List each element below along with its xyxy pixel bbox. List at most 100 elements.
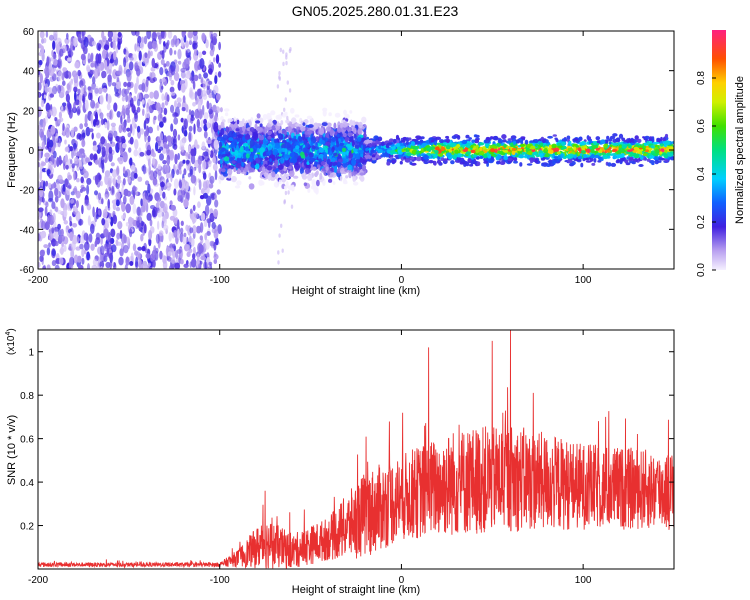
- heatmap-cell: [309, 117, 314, 125]
- heatmap-cell: [539, 153, 544, 159]
- heatmap-cell: [108, 69, 112, 75]
- heatmap-cell: [143, 35, 148, 45]
- heatmap-cell: [228, 165, 235, 170]
- heatmap-cell: [63, 220, 68, 225]
- heatmap-cell: [62, 80, 66, 86]
- heatmap-cell: [280, 120, 284, 125]
- heatmap-cell: [113, 50, 117, 61]
- heatmap-cell: [172, 111, 178, 118]
- heatmap-cell: [252, 131, 259, 138]
- heatmap-cell: [353, 133, 357, 139]
- heatmap-cell: [366, 136, 370, 140]
- heatmap-cell: [386, 149, 392, 154]
- heatmap-cell: [57, 223, 61, 230]
- heatmap-cell: [409, 157, 415, 160]
- heatmap-cell: [47, 198, 54, 203]
- heatmap-cell: [228, 118, 234, 122]
- heatmap-cell: [553, 147, 560, 152]
- heatmap-cell: [423, 154, 429, 160]
- heatmap-cell: [189, 208, 193, 214]
- heatmap-cell: [123, 81, 128, 87]
- heatmap-cell: [45, 31, 49, 38]
- heatmap-cell: [127, 132, 132, 138]
- heatmap-cell: [494, 148, 498, 153]
- heatmap-cell: [159, 132, 164, 142]
- heatmap-cell: [213, 139, 219, 150]
- heatmap-cell: [339, 142, 345, 147]
- heatmap-cell: [191, 258, 197, 268]
- heatmap-cell: [241, 160, 245, 167]
- heatmap-cell: [220, 175, 224, 179]
- heatmap-cell: [173, 178, 179, 189]
- heatmap-cell: [55, 132, 59, 142]
- heatmap-cell: [53, 150, 57, 159]
- heatmap-cell: [255, 144, 261, 149]
- heatmap-cell: [100, 245, 105, 256]
- heatmap-cell: [79, 243, 84, 250]
- heatmap-cell: [621, 144, 628, 149]
- heatmap-cell: [206, 139, 212, 144]
- heatmap-cell: [173, 230, 178, 238]
- heatmap-cell: [146, 149, 152, 156]
- heatmap-cell: [403, 156, 407, 160]
- heatmap-cell: [44, 77, 48, 84]
- heatmap-cell: [38, 221, 42, 229]
- heatmap-cell: [66, 225, 69, 230]
- heatmap-cell: [38, 162, 41, 168]
- heatmap-cell: [200, 188, 205, 195]
- heatmap-cell: [278, 233, 281, 238]
- colorbar-ticks: 0.00.20.40.60.8: [696, 71, 716, 277]
- heatmap-cell: [104, 243, 109, 249]
- heatmap-cell: [489, 145, 496, 149]
- heatmap-cell: [106, 66, 110, 75]
- heatmap-cell: [40, 99, 45, 108]
- heatmap-cell: [55, 43, 61, 54]
- heatmap-cell: [199, 235, 203, 241]
- heatmap-cell: [174, 63, 180, 74]
- heatmap-cell: [334, 166, 338, 173]
- heatmap-cell: [200, 212, 206, 221]
- heatmap-cell: [149, 219, 153, 227]
- heatmap-cell: [346, 126, 353, 132]
- heatmap-cell: [352, 120, 356, 127]
- heatmap-cell: [151, 208, 156, 218]
- heatmap-cell: [172, 138, 176, 144]
- heatmap-cell: [126, 127, 131, 132]
- heatmap-cell: [479, 146, 483, 151]
- heatmap-cell: [267, 115, 272, 120]
- heatmap-cell: [201, 89, 207, 97]
- heatmap-cell: [334, 131, 338, 136]
- heatmap-cell: [140, 233, 144, 242]
- heatmap-cell: [51, 260, 57, 267]
- heatmap-cell: [177, 48, 182, 60]
- colorbar-tick-label: 0.2: [696, 215, 707, 229]
- heatmap-cell: [344, 168, 348, 172]
- heatmap-cell: [134, 43, 137, 52]
- heatmap-cell: [147, 50, 151, 59]
- heatmap-cell: [207, 68, 213, 75]
- heatmap-cell: [107, 31, 114, 39]
- heatmap-cell: [209, 49, 215, 57]
- snr-ytick-label: 0.6: [20, 435, 34, 446]
- heatmap-cell: [590, 155, 596, 159]
- heatmap-cell: [136, 45, 141, 53]
- heatmap-cell: [170, 65, 176, 76]
- heatmap-cell: [77, 255, 82, 263]
- heatmap-cell: [47, 214, 51, 226]
- heatmap-cell: [288, 88, 292, 93]
- heatmap-cell: [136, 76, 139, 87]
- heatmap-cell: [99, 112, 104, 120]
- heatmap-cell: [73, 71, 77, 79]
- heatmap-cell: [180, 220, 184, 226]
- heatmap-cell: [400, 156, 404, 162]
- heatmap-cell: [267, 174, 271, 181]
- heatmap-cell: [410, 141, 416, 146]
- heatmap-cell: [48, 235, 53, 241]
- heatmap-cell: [321, 122, 328, 127]
- heatmap-cell: [174, 153, 178, 165]
- heatmap-cell: [365, 139, 371, 144]
- heatmap-cell: [302, 122, 306, 126]
- heatmap-cell: [204, 239, 210, 250]
- heatmap-cell: [472, 154, 477, 158]
